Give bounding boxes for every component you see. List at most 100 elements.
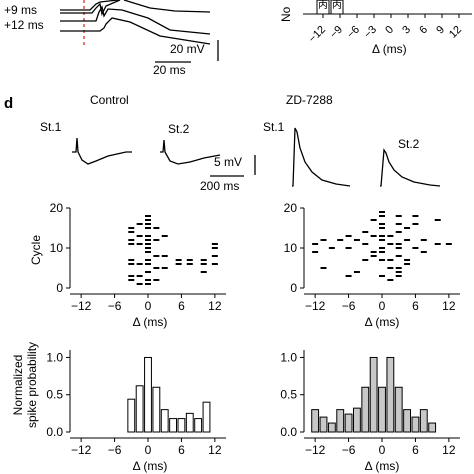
x-tick-label: 6: [178, 299, 185, 313]
y-tick-label: 0.0: [280, 425, 297, 439]
histogram-bar: [419, 409, 428, 433]
y-tick-label: 0: [290, 281, 297, 295]
x-tick-label: 0: [379, 299, 386, 313]
x-axis-label: Δ (ms): [372, 42, 407, 56]
histogram-bar: [135, 385, 144, 433]
hist-control: Normalized spike probability Δ (ms) 0.0 0…: [11, 342, 226, 473]
x-tick-label: −12: [305, 443, 326, 457]
x-tick-label: 12: [442, 443, 456, 457]
raster-zd: Δ (ms) 0 10 20 −12 −6 0 6 12: [284, 201, 460, 329]
panel-letter: d: [4, 95, 13, 112]
x-tick-label: 12: [442, 299, 456, 313]
histogram-bar: [152, 386, 161, 433]
histogram-bar: [411, 416, 420, 433]
x-tick-label: −12: [71, 299, 92, 313]
histogram-bar: [386, 356, 395, 433]
x-tick-label: 12: [447, 24, 464, 41]
histogram-bar: [353, 407, 361, 433]
x-tick-label: 6: [417, 24, 430, 37]
histogram-bar: [127, 398, 136, 433]
x-tick-label: −6: [342, 299, 356, 313]
trace-lower: [60, 17, 211, 45]
histogram-bar: [319, 416, 328, 433]
x-tick-label: 0: [145, 443, 152, 457]
top-left-traces: +9 ms +12 ms 20 mV 20 ms: [4, 0, 219, 77]
histogram-bar: [369, 356, 378, 433]
histogram-bar: [202, 401, 211, 433]
raster-ylabel: Cycle: [29, 235, 43, 265]
x-tick-label: −12: [305, 299, 326, 313]
scalebar-voltage-label-d: 5 mV: [214, 155, 242, 169]
zd-stim-label-2: St.2: [398, 137, 420, 151]
trace-plus9: [60, 0, 121, 16]
x-tick-label: −6: [108, 443, 122, 457]
y-tick-label: 0.0: [46, 425, 63, 439]
histogram-bar: [185, 412, 194, 433]
x-tick-label: −6: [108, 299, 122, 313]
hist-xlabel: Δ (ms): [133, 459, 168, 473]
y-tick-label: 0.5: [280, 388, 297, 402]
y-tick-label: 0.5: [46, 388, 63, 402]
histogram-bar: [194, 418, 203, 433]
histogram-bar: [394, 386, 403, 433]
ylabel-fragment: No: [279, 6, 293, 22]
histogram-bar: [177, 418, 186, 433]
hist-zd: Δ (ms) 0.0 0.5 1.0 −12 −6 0 6 12: [280, 350, 460, 473]
scalebar-time-label-d: 200 ms: [200, 179, 239, 193]
zd-trace-st1: [292, 127, 351, 187]
x-ticks: −12 −9 −6 −3 0 3 6 9 12: [306, 14, 464, 45]
hist-zd-xlabel: Δ (ms): [365, 459, 400, 473]
x-tick-label: 6: [412, 299, 419, 313]
x-tick-label: 12: [208, 299, 222, 313]
control-traces: St.1 St.2 5 mV 200 ms: [40, 120, 256, 193]
y-tick-label: 1.0: [46, 350, 63, 364]
raster-xlabel: Δ (ms): [133, 315, 168, 329]
histogram-bar: [378, 386, 386, 433]
x-tick-label: 6: [178, 443, 185, 457]
histogram-bar: [327, 422, 336, 433]
x-tick-label: −6: [345, 24, 362, 41]
histogram-bar: [160, 409, 169, 433]
raster-zd-xlabel: Δ (ms): [365, 315, 400, 329]
hist-ylabel-line1: Normalized: [11, 355, 25, 416]
y-tick-label: 20: [50, 201, 64, 215]
top-right-histogram: No 丙 丙 −12 −9 −6 −3 0 3 6 9 12 Δ (ms): [279, 0, 472, 56]
x-tick-label: 3: [400, 24, 413, 37]
stim-label-2: St.2: [168, 122, 190, 136]
histogram-bar: [169, 418, 177, 433]
y-tick-label: 20: [284, 201, 298, 215]
histogram-bar: [144, 356, 152, 433]
y-tick-label: 0: [56, 281, 63, 295]
histogram-bar: [403, 409, 411, 433]
control-trace-st1: [72, 137, 132, 165]
x-tick-label: 9: [434, 24, 447, 37]
histogram-bar: [344, 413, 353, 433]
x-tick-label: −12: [71, 443, 92, 457]
raster-control: Cycle Δ (ms) 0 10 20 −12 −6 0 6 12: [29, 201, 226, 329]
histogram-bar: [311, 409, 320, 433]
zd-traces: St.1 St.2: [263, 120, 441, 187]
stim-label-1: St.1: [40, 120, 62, 134]
bar-label-1: 丙: [318, 0, 328, 11]
histogram-bar: [361, 386, 370, 433]
condition-label-zd: ZD-7288: [286, 93, 333, 107]
x-tick-label: 0: [145, 299, 152, 313]
condition-label-control: Control: [90, 93, 129, 107]
x-tick-label: 12: [208, 443, 222, 457]
trace-label-plus9: +9 ms: [4, 3, 37, 17]
x-tick-label: 0: [379, 443, 386, 457]
x-tick-label: −9: [328, 24, 345, 41]
trace-label-plus12: +12 ms: [4, 18, 44, 32]
histogram-bar: [428, 422, 437, 433]
hist-ylabel-line2: spike probability: [25, 342, 39, 428]
x-tick-label: −12: [306, 24, 328, 46]
zd-trace-st2: [380, 148, 441, 187]
y-tick-label: 1.0: [280, 350, 297, 364]
trace-top-right: [123, 0, 211, 13]
trace-plus12: [60, 5, 211, 35]
trace-upper: [60, 0, 119, 11]
x-tick-label: −3: [362, 24, 379, 41]
x-tick-label: 0: [383, 24, 396, 37]
x-tick-label: −6: [342, 443, 356, 457]
